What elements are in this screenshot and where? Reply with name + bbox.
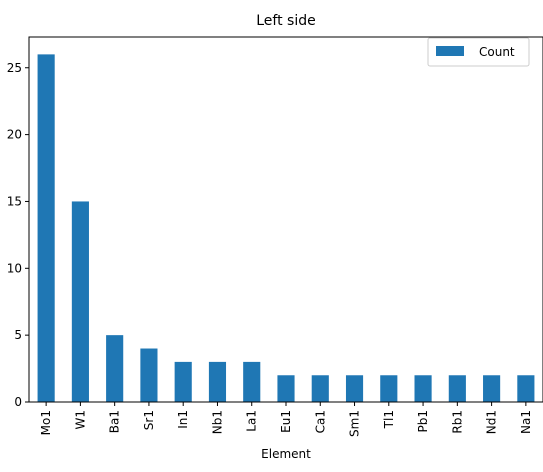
x-tick-label-sm1: Sm1: [348, 410, 362, 437]
x-tick-label-rb1: Rb1: [450, 410, 464, 434]
bar-sr1: [140, 348, 158, 402]
x-tick-label-pb1: Pb1: [416, 410, 430, 433]
legend: Count: [427, 37, 530, 67]
bar-ca1: [311, 375, 329, 402]
x-tick-label-na1: Na1: [519, 410, 533, 434]
bar-sm1: [345, 375, 364, 402]
legend-box: [427, 37, 530, 67]
y-tick-label-10: 10: [7, 261, 22, 275]
x-tick-label-nd1: Nd1: [485, 410, 499, 434]
bar-tl1: [380, 375, 398, 402]
chart-title: Left side: [256, 13, 315, 29]
x-tick-label-mo1: Mo1: [39, 410, 53, 435]
bar-in1: [174, 361, 192, 402]
x-tick-label-eu1: Eu1: [279, 410, 293, 433]
y-tick-label-5: 5: [14, 328, 22, 342]
y-tick-label-15: 15: [7, 194, 22, 208]
legend-swatch: [436, 46, 464, 56]
bar-nb1: [208, 361, 227, 402]
x-axis-label: Element: [261, 447, 311, 461]
y-axis: 0 5 10 15 20 25: [7, 61, 29, 409]
bar-mo1: [37, 54, 55, 402]
bar-pb1: [414, 375, 432, 402]
bar-rb1: [448, 375, 466, 402]
bar-ba1: [106, 335, 124, 402]
y-tick-label-0: 0: [14, 395, 22, 409]
plot-frame: [28, 36, 543, 403]
bar-w1: [71, 201, 89, 402]
bar-la1: [243, 361, 261, 402]
bar-na1: [517, 375, 535, 402]
x-tick-label-w1: W1: [73, 410, 87, 430]
x-tick-label-ca1: Ca1: [313, 410, 327, 433]
x-tick-label-tl1: Tl1: [382, 410, 396, 429]
bar-nd1: [483, 375, 501, 402]
y-tick-label-25: 25: [7, 61, 22, 75]
legend-label: Count: [479, 45, 515, 59]
x-tick-label-ba1: Ba1: [108, 410, 122, 433]
x-tick-label-in1: In1: [176, 410, 190, 429]
x-tick-label-la1: La1: [245, 410, 259, 432]
x-tick-label-sr1: Sr1: [142, 410, 156, 430]
y-tick-label-20: 20: [7, 128, 22, 142]
x-tick-label-nb1: Nb1: [210, 410, 224, 434]
x-axis: Mo1 W1 Ba1 Sr1 In1 Nb1 La1 Eu1 Ca1 Sm1 Tl1 Pb1 Rb1 Nd…: [39, 402, 533, 437]
bars-group: [37, 54, 535, 402]
bar-eu1: [277, 375, 295, 402]
